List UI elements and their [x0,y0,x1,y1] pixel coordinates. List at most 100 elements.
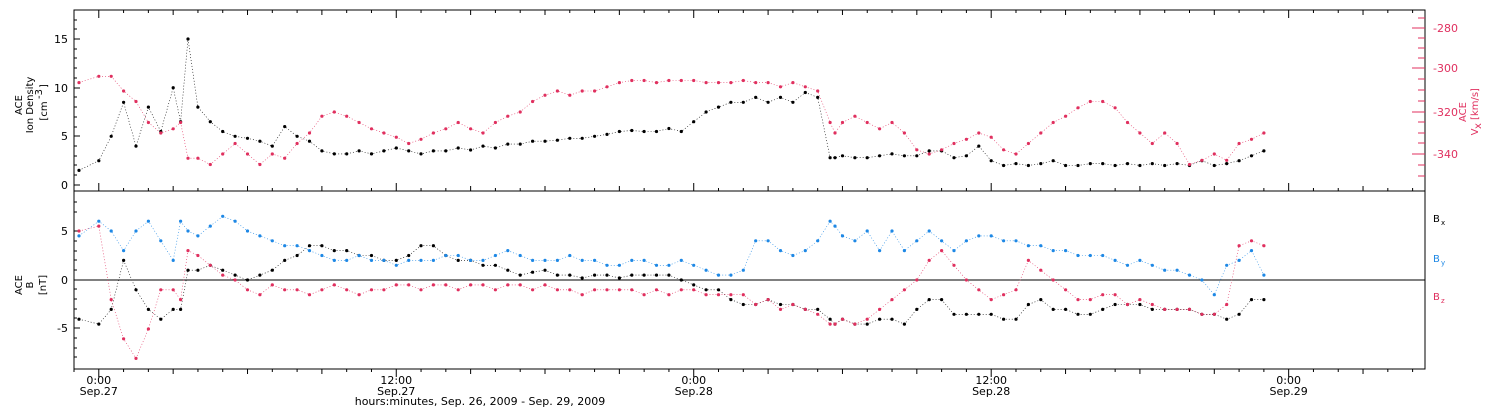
b-tick-5: 5 [61,225,68,238]
bz-point [692,288,696,292]
b-legend: B x B y B z [1433,214,1445,305]
bz-point [1237,244,1241,248]
by-point [977,234,981,238]
bx-point [320,244,324,248]
svg-text:]: ] [39,84,50,88]
bx-point [481,263,485,267]
vx-point [431,131,435,135]
bx-point [890,317,894,321]
by-point [617,263,622,267]
bz-point [654,288,659,292]
density-point [531,139,535,143]
bz-point [1138,298,1142,302]
bz-point [642,293,646,297]
vx-point [506,114,510,118]
by-point [1125,263,1130,267]
bx-point [704,288,708,292]
density-tick-0: 0 [61,179,68,192]
by-point [642,258,646,262]
by-point [159,239,163,243]
density-point [270,144,274,148]
legend-by: B y [1433,254,1445,267]
density-point [630,128,634,133]
bx-point [1150,307,1154,311]
svg-text:B: B [1433,292,1440,303]
density-point [1125,162,1130,166]
density-point [456,146,460,150]
vx-point [357,120,361,125]
bz-point [159,288,163,292]
by-point [493,253,497,258]
vx-point [295,141,299,146]
bz-point [853,322,857,326]
time-axis-title: hours:minutes, Sep. 26, 2009 - Sep. 29, … [355,395,606,408]
vx-point [840,120,845,125]
vx-point [890,120,894,125]
density-point [171,86,175,90]
svg-text:z: z [1441,297,1445,305]
by-point [444,253,448,258]
density-point [1237,159,1241,163]
density-point [431,149,435,153]
by-point [654,263,659,267]
density-point [320,149,324,153]
bz-point [394,283,398,287]
by-point [382,258,386,262]
density-point [109,134,113,138]
by-point [357,253,361,258]
vx-point [1014,152,1018,156]
vx-point [122,89,126,93]
vx-point [1237,141,1241,146]
bz-point [221,273,225,277]
bz-point [481,283,485,287]
bz-point [1014,288,1018,292]
vx-point [456,120,460,125]
vx-point [878,127,882,131]
bz-series [77,224,1266,360]
density-point [1051,159,1055,163]
density-tick-10: 10 [54,82,68,95]
bz-point [1088,298,1092,302]
bz-point [1163,307,1167,311]
svg-text:y: y [1441,259,1445,267]
density-point [186,37,190,41]
density-point [1101,162,1105,166]
by-point [283,244,287,248]
bz-point [580,293,584,297]
bx-point [531,270,535,274]
by-point [704,268,708,272]
bz-point [543,283,547,287]
svg-text:x: x [1441,219,1445,227]
vx-point [233,141,237,146]
density-point [890,152,894,156]
density-point [617,129,622,134]
density-point [878,154,882,158]
svg-text:Ion Density: Ion Density [25,77,36,134]
bz-point [171,288,175,292]
legend-bz: B z [1433,292,1445,305]
bz-point [146,327,150,331]
density-point [394,146,398,150]
by-point [179,219,183,223]
density-point [1014,162,1018,166]
density-point [1225,162,1229,166]
by-point [568,253,572,258]
bx-point [1101,307,1105,311]
bx-point [283,258,287,262]
vx-series [77,74,1266,167]
density-point [369,152,374,156]
by-point [692,263,696,267]
density-point [865,156,869,160]
vx-point [642,78,646,83]
by-point [1076,253,1080,258]
bx-point [493,263,497,267]
svg-text:[km/s]: [km/s] [1470,88,1481,120]
b-tick-0: 0 [61,274,68,287]
density-point [642,129,646,134]
time-tick-label: 0:00 [681,374,706,387]
bx-point [617,276,622,280]
vx-point [407,141,411,146]
bz-point [1262,244,1266,248]
bz-point [617,288,622,292]
bx-point [952,312,956,316]
